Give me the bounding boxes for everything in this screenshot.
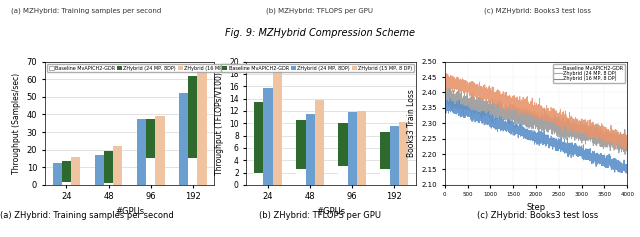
Zhybrid (24 MP, 8 DP) bbox=[518, 105, 526, 108]
Zhybrid (24 MP, 8 DP) bbox=[441, 76, 449, 78]
Bar bbox=[104, 151, 113, 183]
Bar bbox=[390, 126, 399, 185]
Baseline MvAPICH2-GDR bbox=[518, 118, 526, 121]
Bar bbox=[357, 111, 366, 185]
Bar bbox=[305, 114, 315, 185]
Bar bbox=[315, 100, 324, 185]
X-axis label: #GPUs: #GPUs bbox=[317, 207, 346, 216]
Baseline MvAPICH2-GDR bbox=[477, 108, 485, 111]
Zhybrid (24 MP, 8 DP) bbox=[532, 114, 540, 117]
Text: (b) MZHybrid: TFLOPS per GPU: (b) MZHybrid: TFLOPS per GPU bbox=[266, 7, 374, 14]
Text: (c) ZHybrid: Books3 test loss: (c) ZHybrid: Books3 test loss bbox=[477, 211, 598, 220]
Legend: Baseline MvAPICH2-GDR, Zhybrid (24 MP, 8 DP), Zhybrid (16 MP, 8 DP): Baseline MvAPICH2-GDR, Zhybrid (24 MP, 8… bbox=[553, 64, 625, 83]
Zhybrid (16 MP, 8 DP) bbox=[446, 97, 454, 100]
Bar bbox=[273, 69, 282, 185]
Zhybrid (16 MP, 8 DP) bbox=[518, 129, 526, 132]
Y-axis label: Throughput (Samples/sec): Throughput (Samples/sec) bbox=[12, 73, 21, 174]
Bar bbox=[254, 102, 264, 173]
Zhybrid (16 MP, 8 DP) bbox=[477, 118, 485, 121]
Bar bbox=[188, 76, 197, 159]
Line: Zhybrid (16 MP, 8 DP): Zhybrid (16 MP, 8 DP) bbox=[445, 98, 627, 173]
Y-axis label: Books3 Train Loss: Books3 Train Loss bbox=[407, 89, 416, 157]
Baseline MvAPICH2-GDR bbox=[467, 103, 474, 106]
Text: Fig. 9: MZHybrid Compression Scheme: Fig. 9: MZHybrid Compression Scheme bbox=[225, 28, 415, 38]
Zhybrid (16 MP, 8 DP) bbox=[532, 132, 540, 135]
Zhybrid (24 MP, 8 DP) bbox=[520, 109, 528, 111]
Zhybrid (16 MP, 8 DP) bbox=[565, 142, 573, 145]
Bar bbox=[52, 163, 62, 185]
Bar bbox=[188, 159, 197, 185]
Bar bbox=[264, 87, 273, 185]
Bar bbox=[62, 182, 71, 185]
Line: Zhybrid (24 MP, 8 DP): Zhybrid (24 MP, 8 DP) bbox=[445, 74, 627, 149]
Bar bbox=[62, 161, 71, 182]
Baseline MvAPICH2-GDR bbox=[520, 117, 528, 120]
Bar bbox=[381, 132, 390, 169]
X-axis label: #GPUs: #GPUs bbox=[115, 207, 144, 216]
Zhybrid (16 MP, 8 DP) bbox=[441, 107, 449, 110]
Baseline MvAPICH2-GDR bbox=[532, 118, 540, 121]
Bar bbox=[71, 157, 80, 185]
Bar bbox=[104, 183, 113, 185]
Line: Baseline MvAPICH2-GDR: Baseline MvAPICH2-GDR bbox=[445, 88, 627, 155]
Bar bbox=[399, 122, 408, 185]
Bar bbox=[113, 146, 122, 185]
Zhybrid (16 MP, 8 DP) bbox=[622, 172, 630, 174]
Text: (a) MZHybrid: Training samples per second: (a) MZHybrid: Training samples per secon… bbox=[12, 7, 161, 14]
Zhybrid (24 MP, 8 DP) bbox=[467, 85, 474, 87]
Bar bbox=[146, 119, 156, 159]
Zhybrid (24 MP, 8 DP) bbox=[623, 137, 631, 140]
Bar bbox=[339, 123, 348, 166]
Baseline MvAPICH2-GDR bbox=[623, 151, 631, 154]
Bar bbox=[146, 159, 156, 185]
X-axis label: Step: Step bbox=[527, 203, 545, 212]
Baseline MvAPICH2-GDR bbox=[565, 125, 573, 128]
Bar bbox=[381, 169, 390, 185]
Zhybrid (16 MP, 8 DP) bbox=[623, 172, 631, 174]
Baseline MvAPICH2-GDR bbox=[621, 153, 629, 156]
Bar bbox=[296, 120, 305, 169]
Bar bbox=[179, 93, 188, 185]
Bar bbox=[95, 155, 104, 185]
Zhybrid (24 MP, 8 DP) bbox=[621, 147, 628, 150]
Legend: Baseline MvAPICH2-GDR, ZHybrid (24 MP, 8DP), ZHybrid (16 MP, 8 DP): Baseline MvAPICH2-GDR, ZHybrid (24 MP, 8… bbox=[47, 64, 240, 72]
Bar bbox=[197, 71, 207, 185]
Legend: Baseline MvAPICH2-GDR, ZHybrid (24 MP, 8DP), ZHybrid (15 MP, 8 DP): Baseline MvAPICH2-GDR, ZHybrid (24 MP, 8… bbox=[221, 64, 413, 72]
Bar bbox=[254, 173, 264, 185]
Bar bbox=[156, 116, 164, 185]
Text: (b) ZHybrid: TFLOPS per GPU: (b) ZHybrid: TFLOPS per GPU bbox=[259, 211, 381, 220]
Zhybrid (24 MP, 8 DP) bbox=[477, 91, 485, 93]
Y-axis label: Throughput (TFLOPs/V100): Throughput (TFLOPs/V100) bbox=[214, 72, 223, 175]
Zhybrid (16 MP, 8 DP) bbox=[467, 111, 474, 114]
Bar bbox=[348, 112, 357, 185]
Zhybrid (24 MP, 8 DP) bbox=[442, 72, 450, 75]
Text: (c) MZHybrid: Books3 test loss: (c) MZHybrid: Books3 test loss bbox=[484, 7, 591, 14]
Bar bbox=[296, 169, 305, 185]
Zhybrid (24 MP, 8 DP) bbox=[565, 131, 573, 134]
Text: (a) ZHybrid: Training samples per second: (a) ZHybrid: Training samples per second bbox=[0, 211, 173, 220]
Bar bbox=[339, 166, 348, 185]
Baseline MvAPICH2-GDR bbox=[441, 90, 449, 93]
Baseline MvAPICH2-GDR bbox=[442, 86, 450, 89]
Bar bbox=[137, 119, 146, 185]
Zhybrid (16 MP, 8 DP) bbox=[520, 128, 528, 131]
